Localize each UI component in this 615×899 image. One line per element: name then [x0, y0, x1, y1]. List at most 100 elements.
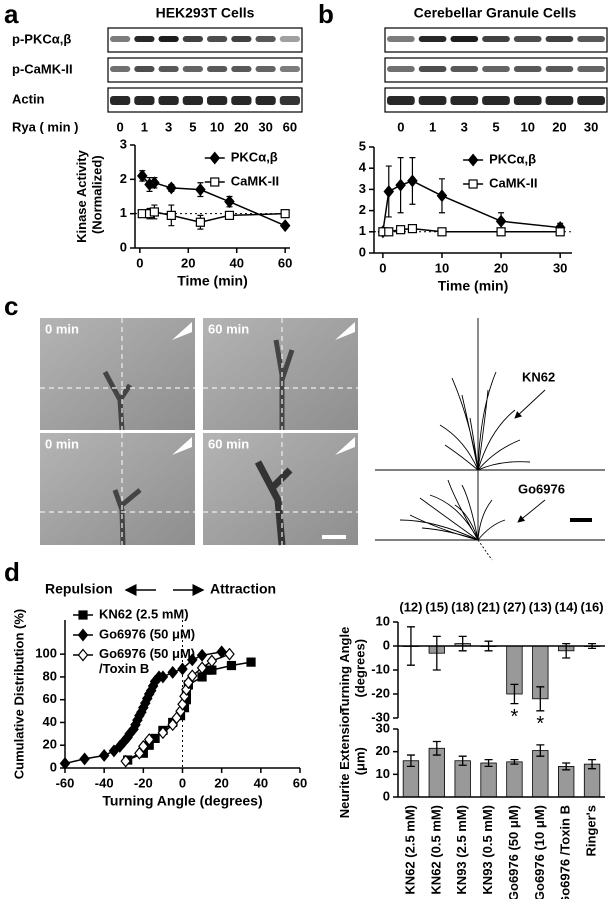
blot-band — [450, 66, 479, 72]
x-tick-label: KN93 (2.5 mM) — [454, 805, 469, 895]
marker — [206, 654, 218, 668]
y-tick-label: 2 — [359, 202, 366, 217]
blot-row-label: Actin — [12, 91, 45, 106]
bar — [506, 761, 523, 798]
x-tick-label: 0 — [179, 775, 186, 790]
marker — [383, 185, 395, 198]
marker — [496, 227, 506, 237]
blot-band — [134, 96, 155, 105]
panel-label: d — [4, 557, 20, 587]
x-tick-label: 40 — [229, 255, 243, 270]
y-tick-label: 80 — [43, 668, 57, 683]
legend-marker — [467, 153, 479, 167]
n-label: (21) — [477, 599, 500, 614]
blot-band — [545, 66, 574, 72]
x-tick-label: -20 — [134, 775, 153, 790]
trajectory-tracings — [375, 318, 605, 561]
trace-label: KN62 — [522, 369, 555, 384]
x-tick-label: -60 — [56, 775, 75, 790]
y-axis-label: Neurite Extension (μm) — [337, 708, 368, 819]
marker — [280, 209, 290, 219]
y-tick-label: 20 — [43, 737, 57, 752]
blot-band — [207, 66, 228, 72]
y-tick-label: 0 — [383, 788, 390, 803]
marker — [495, 214, 507, 228]
blot-band — [482, 36, 510, 42]
legend-label: CaMK-II — [231, 173, 279, 188]
direction-label: Repulsion — [45, 581, 113, 597]
blot-band — [279, 36, 300, 42]
y-tick-label: 0 — [359, 244, 366, 259]
y-tick-label: 20 — [376, 743, 390, 758]
x-tick-label: -40 — [95, 775, 114, 790]
blot-band — [387, 66, 415, 72]
marker — [407, 174, 418, 188]
legend-marker — [209, 151, 221, 165]
y-tick-label: 0 — [50, 759, 57, 774]
blot-band — [255, 36, 276, 42]
blot-time: 5 — [189, 119, 196, 134]
y-tick-label: 10 — [376, 613, 390, 628]
x-tick-label: 60 — [278, 255, 292, 270]
blot-band — [513, 96, 542, 105]
micrographs — [40, 318, 358, 546]
marker — [120, 754, 131, 768]
blot-band — [110, 36, 131, 42]
x-tick-label: 10 — [435, 260, 449, 275]
n-label: (16) — [581, 599, 604, 614]
significance: * — [536, 713, 544, 735]
marker — [177, 662, 188, 676]
blot-band — [255, 96, 276, 105]
blot-band — [418, 66, 447, 72]
marker — [195, 217, 205, 227]
marker — [395, 178, 406, 192]
marker — [246, 657, 256, 667]
legend-marker — [77, 628, 89, 642]
y-tick-label: 0 — [120, 239, 127, 254]
image-label: 60 min — [208, 321, 249, 336]
n-label: (12) — [399, 599, 422, 614]
y-tick-label: 4 — [359, 160, 367, 175]
marker — [157, 726, 169, 740]
y-axis-label: Kinase Activity (Normalized) — [74, 149, 105, 242]
x-tick-label: KN93 (0.5 mM) — [480, 805, 495, 895]
n-label: (13) — [529, 599, 552, 614]
blot-band — [513, 66, 542, 72]
y-tick-label: 60 — [43, 691, 57, 706]
blot-time: 10 — [210, 119, 224, 134]
panel-label: b — [318, 0, 334, 29]
blot-band — [387, 36, 415, 42]
x-tick-label: Go6976 /Toxin B — [558, 805, 573, 899]
blot-band — [545, 36, 574, 42]
y-tick-label: 1 — [359, 223, 366, 238]
y-tick-label: 30 — [376, 720, 390, 735]
marker — [138, 739, 149, 753]
x-tick-label: 0 — [136, 255, 143, 270]
blot-time-label: Rya ( min ) — [12, 119, 78, 134]
error-bar — [484, 758, 493, 768]
legend-marker — [77, 648, 89, 662]
bar — [454, 760, 471, 798]
blot-band — [577, 36, 605, 42]
legend-label: Go6976 (50 μM) — [99, 626, 195, 641]
y-tick-label: 1 — [120, 205, 127, 220]
y-tick-label: 100 — [35, 646, 57, 661]
blot-band — [134, 36, 155, 42]
marker — [166, 210, 176, 220]
y-tick-label: 5 — [359, 138, 366, 153]
error-bar — [510, 683, 519, 705]
x-tick-label: 0 — [379, 260, 386, 275]
blot-row-label: p-PKCα,β — [12, 31, 71, 46]
x-tick-label: 40 — [254, 775, 268, 790]
error-bar — [562, 762, 571, 771]
blot-band — [577, 66, 605, 72]
marker — [395, 225, 406, 235]
marker — [79, 752, 90, 766]
blot-time: 1 — [141, 119, 148, 134]
blot-band — [387, 96, 415, 105]
marker — [166, 181, 177, 195]
blot-time: 60 — [283, 119, 297, 134]
blot-band — [450, 96, 479, 105]
legend-label: PKCα,β — [489, 151, 536, 166]
